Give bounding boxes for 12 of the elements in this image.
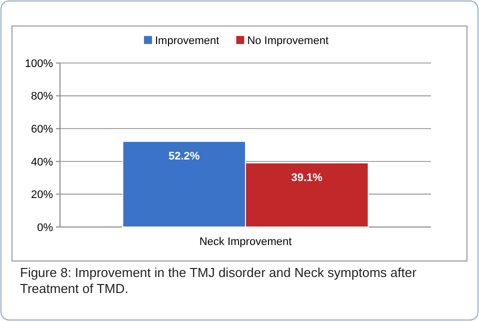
legend-label: Improvement <box>155 35 220 47</box>
y-tick-label: 60% <box>30 123 54 136</box>
y-tick-label: 40% <box>30 156 54 168</box>
y-tick-label: 20% <box>30 189 54 202</box>
data-label: 39.1% <box>291 172 323 184</box>
legend-label: No Improvement <box>247 35 329 47</box>
y-tick-label: 0% <box>37 222 54 234</box>
y-tick-label: 80% <box>30 90 54 103</box>
data-label: 52.2% <box>168 150 200 162</box>
x-tick-label: Neck Improvement <box>199 236 292 248</box>
y-tick-label: 100% <box>24 58 54 70</box>
caption: Figure 8: Improvement in the TMJ disorder and Neck symptoms after Treatment of TMD. <box>20 265 418 296</box>
